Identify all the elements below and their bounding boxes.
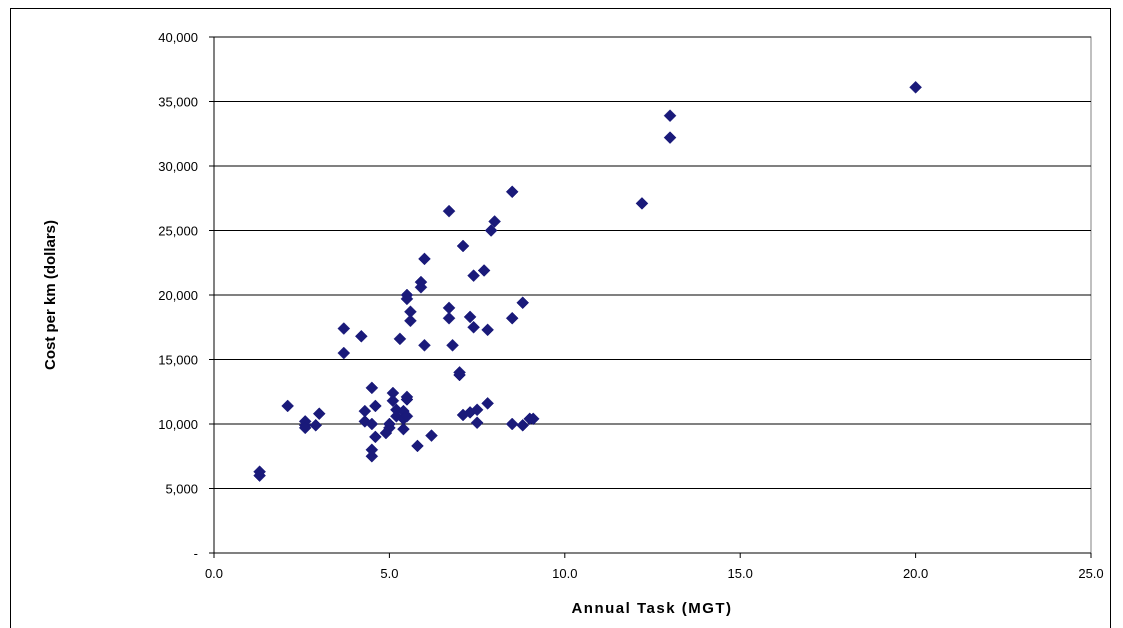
data-point [442,311,456,325]
y-ticks: - 5,000 10,000 15,000 20,000 25,000 30,000 35,0… [158,30,214,561]
data-point [354,329,368,343]
y-tick-label: 35,000 [158,95,198,110]
data-point [505,311,519,325]
data-point [365,381,379,395]
data-point [446,338,459,352]
data-point [425,429,438,442]
data-point [467,269,480,283]
x-tick-label: 10.0 [552,566,577,581]
data-point [484,224,498,237]
data-point [663,109,677,123]
data-point [481,397,494,410]
data-point [337,322,351,335]
data-point [418,252,431,266]
data-point [369,430,382,444]
data-point [463,310,477,324]
data-point [369,399,382,413]
data-point [365,449,379,463]
data-point [312,407,326,421]
data-point [298,421,312,435]
y-tick-label: 40,000 [158,30,198,45]
data-point [467,320,480,334]
data-point [505,185,519,199]
x-tick-label: 25.0 [1078,566,1103,581]
data-point [470,416,484,430]
data-point [909,80,922,94]
data-point [253,469,266,482]
data-point [365,417,379,431]
data-point [281,399,295,413]
data-point [663,131,677,144]
y-tick-label: 5,000 [165,482,198,497]
data-point [404,314,417,328]
x-tick-label: 20.0 [903,566,928,581]
data-point [400,409,414,423]
data-point [383,421,396,435]
data-point [453,368,466,382]
y-tick-label: 30,000 [158,159,198,174]
x-ticks: 0.0 5.0 10.0 15.0 20.0 25.0 [205,553,1104,581]
data-point [470,403,484,417]
x-tick-label: 5.0 [380,566,398,581]
y-axis-title: Cost per km (dollars) [42,220,59,370]
data-point [309,418,323,432]
x-tick-label: 0.0 [205,566,223,581]
data-point [526,412,540,426]
data-point [477,264,491,277]
data-point [516,296,530,310]
data-point [516,418,530,432]
y-tick-label: 20,000 [158,288,198,303]
chart-frame [10,8,1111,628]
data-point [397,422,410,436]
data-point [400,292,414,306]
y-tick-label: 10,000 [158,417,198,432]
data-point [386,394,400,408]
data-point [456,239,470,253]
x-axis-title: Annual Task (MGT) [571,600,732,617]
data-point [635,197,649,210]
data-point [488,215,501,228]
data-point [481,323,494,337]
y-tick-label: 15,000 [158,353,198,368]
data-point [414,280,428,294]
data-point [337,346,351,360]
gridlines [214,36,1091,489]
x-tick-label: 15.0 [728,566,753,581]
data-point [400,393,414,406]
data-point [505,417,519,431]
data-point [442,204,456,218]
data-point [411,439,424,453]
data-point [393,332,407,346]
data-points [253,80,922,482]
data-point [418,338,431,352]
y-tick-label: - [194,546,198,561]
y-tick-label: 25,000 [158,224,198,239]
